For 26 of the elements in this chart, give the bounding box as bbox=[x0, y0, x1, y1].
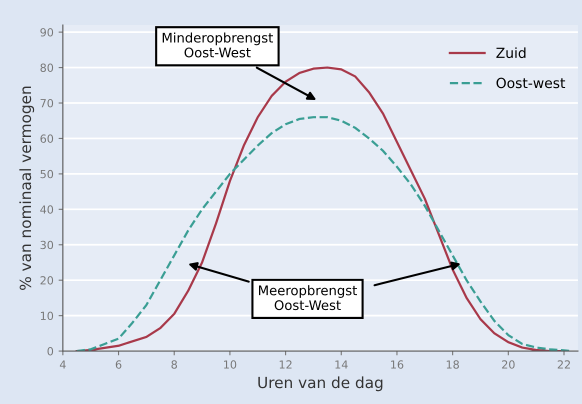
y-tick-label: 60 bbox=[40, 134, 54, 143]
x-tick-label: 22 bbox=[558, 360, 570, 369]
x-tick-label: 20 bbox=[502, 360, 515, 369]
x-tick-label: 6 bbox=[116, 360, 122, 369]
legend-label: Oost-west bbox=[496, 78, 566, 88]
y-tick-label: 40 bbox=[40, 205, 54, 214]
y-axis-title: % van nominaal vermogen bbox=[19, 86, 34, 290]
x-tick-label: 18 bbox=[446, 360, 459, 369]
y-tick-label: 10 bbox=[40, 312, 54, 320]
x-tick-label: 8 bbox=[171, 360, 177, 369]
x-tick-label: 16 bbox=[391, 360, 404, 369]
y-tick-label: 30 bbox=[40, 240, 54, 250]
y-tick-label: 50 bbox=[40, 170, 54, 178]
x-tick-label: 12 bbox=[280, 360, 292, 369]
x-axis-title: Uren van de dag bbox=[258, 376, 382, 392]
y-tick-label: 0 bbox=[47, 347, 54, 356]
legend-label: Zuid bbox=[496, 47, 526, 58]
y-tick-label: 70 bbox=[40, 98, 54, 108]
y-tick-label: 20 bbox=[40, 276, 54, 285]
x-tick-label: 10 bbox=[224, 360, 236, 369]
y-tick-label: 80 bbox=[40, 64, 54, 72]
y-tick-label: 90 bbox=[40, 28, 54, 37]
annotation: Minderopbrengst Oost-West bbox=[162, 32, 274, 58]
x-tick-label: 14 bbox=[335, 360, 348, 369]
annotation: Meeropbrengst Oost-West bbox=[259, 285, 357, 310]
x-tick-label: 4 bbox=[60, 360, 66, 369]
